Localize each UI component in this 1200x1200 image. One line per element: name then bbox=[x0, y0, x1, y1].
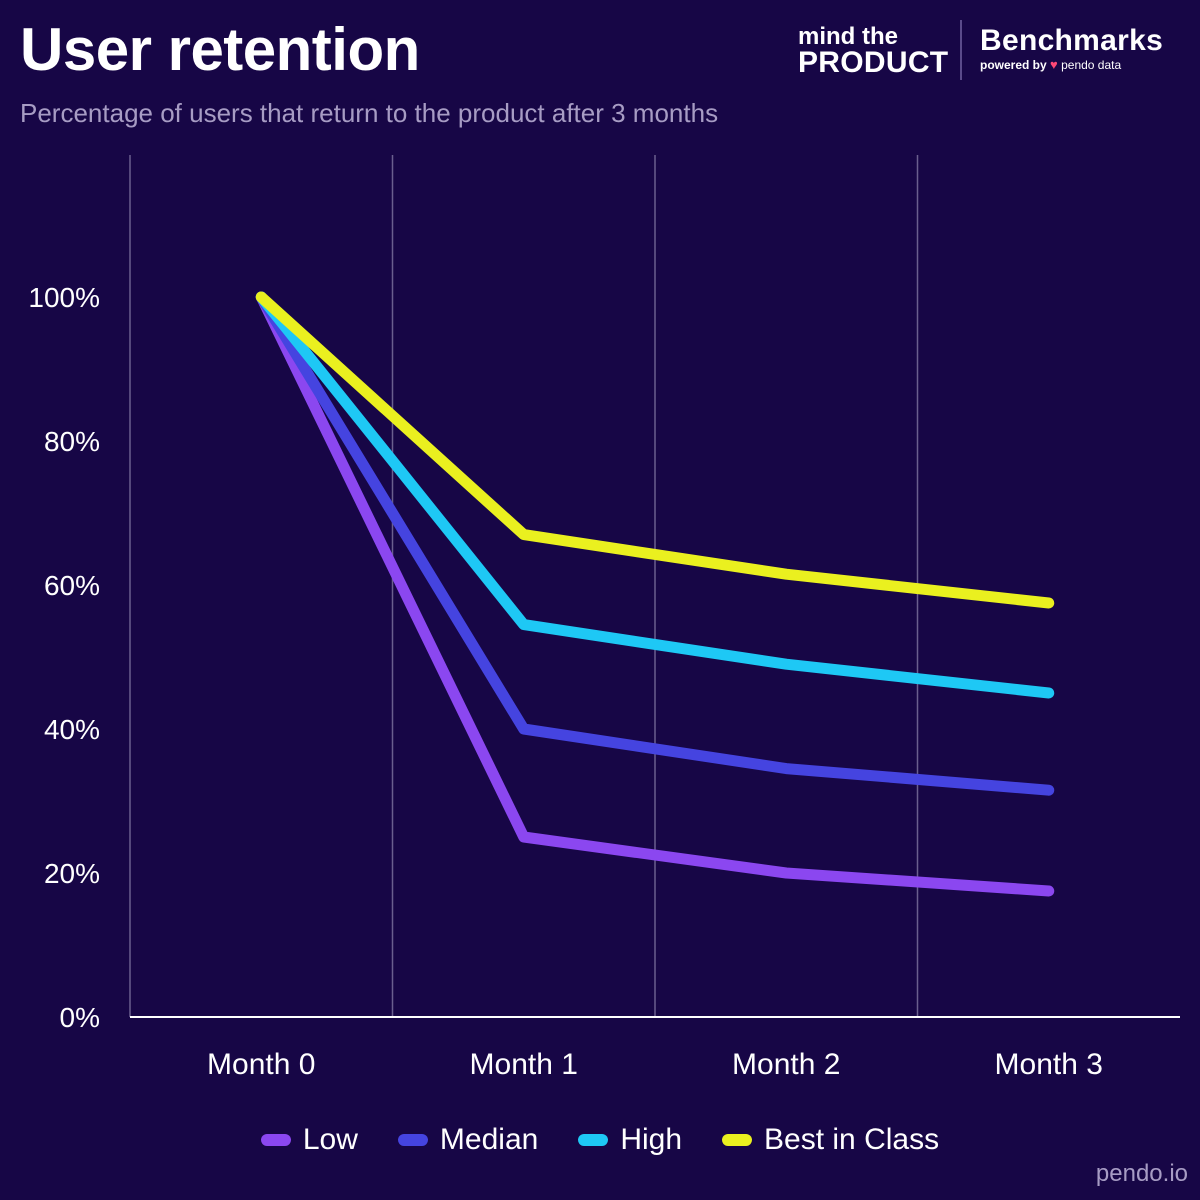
series-line-median bbox=[255, 291, 1055, 796]
pendo-data-text: pendo data bbox=[1061, 58, 1122, 72]
legend-swatch bbox=[722, 1134, 753, 1146]
logo-line-1: mind the bbox=[798, 23, 898, 50]
brand-divider bbox=[960, 20, 962, 80]
powered-by-line: powered by ♥ pendo data bbox=[980, 57, 1122, 73]
benchmarks-label: Benchmarks bbox=[980, 24, 1164, 57]
y-tick-label: 0% bbox=[60, 1002, 100, 1033]
data-point-low bbox=[785, 872, 787, 874]
x-tick-label: Month 2 bbox=[732, 1048, 840, 1081]
x-tick-label: Month 1 bbox=[470, 1048, 578, 1081]
legend-label: Median bbox=[439, 1123, 539, 1156]
data-point-median bbox=[1048, 789, 1050, 791]
legend-label: Best in Class bbox=[764, 1123, 940, 1156]
legend-swatch bbox=[260, 1134, 291, 1146]
legend-item-low: Low bbox=[260, 1122, 358, 1158]
chart-title: User retention bbox=[20, 16, 420, 83]
legend-swatch bbox=[397, 1134, 428, 1146]
y-tick-label: 40% bbox=[44, 714, 100, 745]
mind-the-product-logo: mind the PRODUCT bbox=[798, 23, 949, 79]
data-point-high bbox=[785, 663, 787, 665]
legend-swatch bbox=[578, 1134, 609, 1146]
legend-label: High bbox=[620, 1123, 683, 1156]
data-point-median bbox=[523, 728, 525, 730]
series-line-best-in-class bbox=[255, 291, 1055, 609]
chart-legend: Low Median High Best in Class bbox=[0, 1122, 1200, 1158]
series-line-high bbox=[255, 291, 1055, 699]
data-point-low bbox=[523, 836, 525, 838]
x-tick-label: Month 0 bbox=[207, 1048, 315, 1081]
pendo-logo-icon: ♥ bbox=[1050, 57, 1058, 72]
brand-lockup: mind the PRODUCT Benchmarks powered by ♥… bbox=[798, 20, 1178, 82]
powered-by-text: powered by bbox=[980, 58, 1047, 72]
data-point-high bbox=[1048, 692, 1050, 694]
data-point-best-in-class bbox=[1048, 602, 1050, 604]
data-point-best-in-class bbox=[260, 296, 262, 298]
series-line-low bbox=[255, 291, 1055, 897]
footer-source: pendo.io bbox=[1095, 1160, 1188, 1187]
x-tick-label: Month 3 bbox=[995, 1048, 1103, 1081]
y-tick-label: 80% bbox=[44, 426, 100, 457]
chart-subtitle: Percentage of users that return to the p… bbox=[20, 98, 719, 128]
legend-label: Low bbox=[302, 1123, 358, 1156]
legend-item-best-in-class: Best in Class bbox=[722, 1122, 939, 1158]
data-point-best-in-class bbox=[523, 534, 525, 536]
logo-line-2: PRODUCT bbox=[798, 46, 949, 79]
data-point-best-in-class bbox=[785, 573, 787, 575]
y-tick-label: 20% bbox=[44, 858, 100, 889]
data-point-low bbox=[1048, 890, 1050, 892]
legend-item-high: High bbox=[578, 1122, 682, 1158]
data-point-high bbox=[523, 624, 525, 626]
y-tick-label: 100% bbox=[28, 282, 100, 313]
legend-item-median: Median bbox=[397, 1122, 539, 1158]
y-tick-label: 60% bbox=[44, 570, 100, 601]
data-point-median bbox=[785, 768, 787, 770]
